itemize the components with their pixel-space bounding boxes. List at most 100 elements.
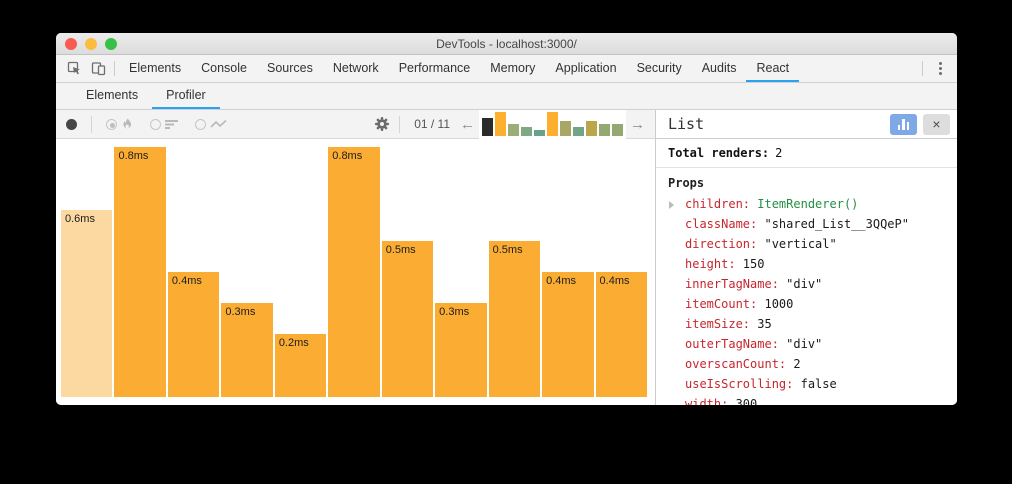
snapshot-bar-4[interactable]	[521, 126, 532, 136]
window-title: DevTools - localhost:3000/	[436, 36, 577, 51]
radio-icon	[106, 118, 117, 130]
device-toolbar-icon[interactable]	[86, 55, 110, 82]
prop-key: direction:	[685, 237, 758, 251]
record-button[interactable]	[66, 118, 77, 130]
props-section: Props children: ItemRenderer() className:…	[656, 168, 957, 405]
prop-row-useIsScrolling: useIsScrolling: false	[668, 374, 957, 394]
commit-bar-2[interactable]: 0.8ms	[114, 147, 166, 397]
bar-duration-label: 0.3ms	[225, 306, 256, 318]
bar-duration-label: 0.3ms	[439, 306, 470, 318]
toolbar-divider	[922, 61, 923, 76]
tab-performance[interactable]: Performance	[398, 60, 471, 75]
commit-bar-1[interactable]: 0.6ms	[61, 210, 113, 397]
subtab-elements[interactable]: Elements	[86, 88, 139, 102]
tab-console[interactable]: Console	[201, 60, 247, 75]
snapshot-bar-11[interactable]	[612, 123, 623, 136]
inspect-element-icon[interactable]	[62, 55, 86, 82]
bar-duration-label: 0.4ms	[546, 275, 577, 287]
snapshot-bar-5[interactable]	[534, 129, 545, 136]
commit-bar-7[interactable]: 0.5ms	[381, 241, 434, 397]
subtab-profiler[interactable]: Profiler	[152, 83, 220, 109]
snapshot-bar-7[interactable]	[560, 120, 571, 136]
commit-bar-3[interactable]: 0.4ms	[167, 272, 220, 397]
tab-memory[interactable]: Memory	[490, 60, 536, 75]
bar-duration-label: 0.8ms	[118, 150, 149, 162]
next-snapshot-arrow[interactable]: →	[630, 115, 645, 133]
commit-chart: 0.6ms 0.8ms 0.4ms 0.3ms 0.2ms 0.8ms 0.5ms 0.3ms…	[56, 139, 655, 405]
more-menu-wrap	[918, 55, 957, 82]
tab-sources[interactable]: Sources	[266, 60, 313, 75]
commit-bar-11[interactable]: 0.4ms	[595, 272, 647, 397]
bar-duration-label: 0.4ms	[171, 275, 202, 287]
traffic-lights	[65, 37, 117, 50]
commit-bar-10[interactable]: 0.4ms	[542, 272, 594, 397]
prop-row-innerTagName: innerTagName: "div"	[668, 274, 957, 294]
commit-bars: 0.6ms 0.8ms 0.4ms 0.3ms 0.2ms 0.8ms 0.5ms 0.3ms…	[61, 147, 647, 397]
tab-security[interactable]: Security	[636, 60, 682, 75]
snapshot-navigation: 01 / 11 ← →	[371, 109, 649, 139]
titlebar: DevTools - localhost:3000/	[56, 33, 957, 55]
previous-snapshot-arrow[interactable]: ←	[460, 115, 475, 133]
prop-value: 35	[750, 317, 772, 331]
commit-bar-4[interactable]: 0.3ms	[221, 303, 273, 397]
bar-duration-label: 0.2ms	[278, 337, 309, 349]
close-details-button[interactable]: ×	[923, 113, 950, 135]
prop-key: height:	[685, 257, 736, 271]
prop-value: 300	[728, 397, 758, 405]
details-header: List ×	[656, 110, 957, 139]
prop-value: 1000	[757, 297, 794, 311]
commit-bar-6[interactable]: 0.8ms	[328, 147, 380, 397]
tab-audits[interactable]: Audits	[701, 60, 737, 75]
prop-row-itemCount: itemCount: 1000	[668, 294, 957, 314]
ranked-view-radio[interactable]	[150, 118, 179, 130]
snapshot-bar-9[interactable]	[586, 120, 597, 136]
prop-value: "div"	[778, 337, 823, 351]
toolbar-divider	[91, 115, 92, 133]
prop-key: itemSize:	[685, 317, 751, 331]
content-split: 01 / 11 ← → 0.6ms 0.8ms 0.4ms 0.3ms 0.2ms 0.8…	[56, 109, 957, 405]
snapshot-bar-6[interactable]	[547, 111, 558, 136]
prop-key: outerTagName:	[685, 337, 779, 351]
tab-application[interactable]: Application	[555, 60, 617, 75]
prop-row-outerTagName: outerTagName: "div"	[668, 334, 957, 354]
commit-bar-5[interactable]: 0.2ms	[274, 334, 327, 397]
props-heading: Props	[668, 176, 705, 190]
prop-key: useIsScrolling:	[685, 377, 794, 391]
flamegraph-view-radio[interactable]	[106, 118, 134, 131]
ranked-bars-icon	[165, 119, 178, 129]
radio-icon	[150, 118, 161, 130]
minimize-window-button[interactable]	[85, 37, 97, 50]
bar-duration-label: 0.4ms	[599, 275, 630, 287]
prop-key: innerTagName:	[685, 277, 779, 291]
snapshot-bar-8[interactable]	[573, 126, 584, 136]
prop-row-itemSize: itemSize: 35	[668, 314, 957, 334]
prop-row-className: className: "shared_List__3QQeP"	[668, 214, 957, 234]
expand-arrow-icon[interactable]	[669, 201, 674, 209]
snapshot-bar-2[interactable]	[495, 111, 506, 136]
prop-value: "div"	[778, 277, 823, 291]
snapshot-bar-1[interactable]	[482, 117, 493, 136]
tab-react[interactable]: React	[746, 55, 800, 82]
snapshot-bar-3[interactable]	[508, 123, 519, 136]
interactions-view-radio[interactable]	[195, 118, 228, 130]
maximize-window-button[interactable]	[105, 37, 117, 50]
prop-key: className:	[685, 217, 758, 231]
commit-bar-9[interactable]: 0.5ms	[488, 241, 541, 397]
tab-network[interactable]: Network	[332, 60, 379, 75]
tab-elements[interactable]: Elements	[129, 60, 182, 75]
prop-value: "shared_List__3QQeP"	[757, 217, 909, 231]
prop-key: width:	[685, 397, 729, 405]
snapshot-bar-10[interactable]	[599, 123, 610, 136]
prop-value: 2	[786, 357, 801, 371]
component-details-panel: List × Total renders: 2 Props children: …	[655, 110, 957, 405]
prop-key: children:	[685, 197, 751, 211]
close-window-button[interactable]	[65, 37, 77, 50]
react-subtabs: Elements Profiler	[72, 83, 220, 109]
render-chart-button[interactable]	[890, 113, 917, 135]
settings-gear-icon[interactable]	[371, 116, 393, 132]
commit-bar-8[interactable]: 0.3ms	[435, 303, 487, 397]
prop-value: false	[793, 377, 837, 391]
more-options-icon[interactable]	[927, 55, 953, 82]
snapshot-counter: 01 / 11	[414, 117, 450, 131]
snapshot-selector[interactable]	[479, 109, 626, 139]
